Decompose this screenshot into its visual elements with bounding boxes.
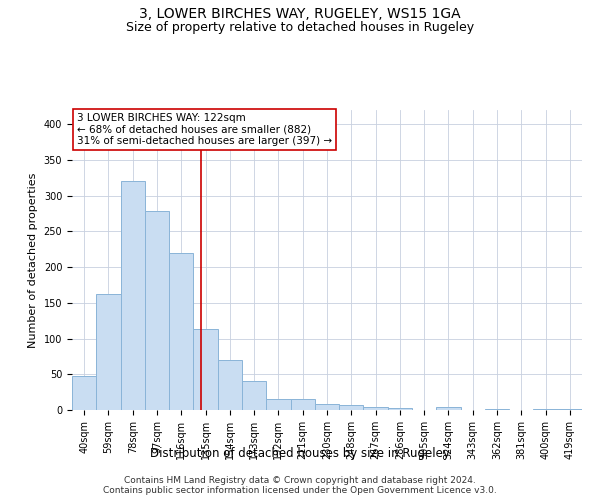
Bar [193,330,218,410]
Bar [290,400,315,410]
Bar [388,408,412,410]
Bar [485,408,509,410]
Text: 3, LOWER BIRCHES WAY, RUGELEY, WS15 1GA: 3, LOWER BIRCHES WAY, RUGELEY, WS15 1GA [139,8,461,22]
Y-axis label: Number of detached properties: Number of detached properties [28,172,38,348]
Bar [339,405,364,410]
Bar [121,182,145,410]
Bar [242,382,266,410]
Bar [266,400,290,410]
Bar [218,360,242,410]
Bar [145,212,169,410]
Bar [72,376,96,410]
Text: 3 LOWER BIRCHES WAY: 122sqm
← 68% of detached houses are smaller (882)
31% of se: 3 LOWER BIRCHES WAY: 122sqm ← 68% of det… [77,113,332,146]
Text: Distribution of detached houses by size in Rugeley: Distribution of detached houses by size … [150,448,450,460]
Text: Contains HM Land Registry data © Crown copyright and database right 2024.
Contai: Contains HM Land Registry data © Crown c… [103,476,497,495]
Bar [96,294,121,410]
Bar [364,407,388,410]
Text: Size of property relative to detached houses in Rugeley: Size of property relative to detached ho… [126,21,474,34]
Bar [169,253,193,410]
Bar [436,407,461,410]
Bar [315,404,339,410]
